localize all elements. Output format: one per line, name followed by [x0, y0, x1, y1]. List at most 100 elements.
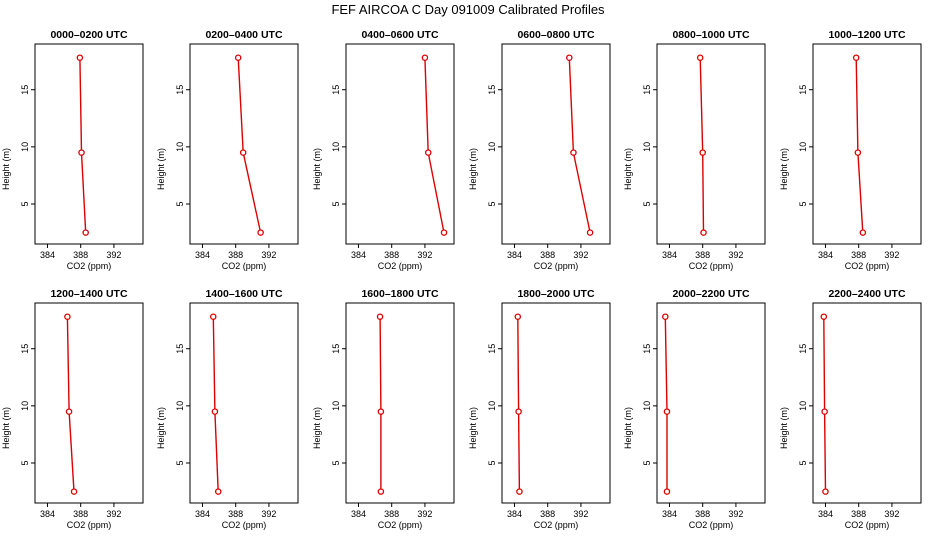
y-tick-label: 10 [487, 142, 497, 152]
x-tick-label: 392 [573, 509, 588, 519]
data-point [257, 229, 264, 236]
profile-panel: 0200–0400 UTC 384 388 392 5 10 15 CO2 (ppm) Heig… [156, 29, 299, 271]
y-axis-label: Height (m) [312, 407, 322, 449]
x-tick-label: 392 [261, 509, 276, 519]
data-point [852, 54, 860, 61]
y-tick-label: 5 [642, 460, 652, 465]
panel-title: 1200–1400 UTC [50, 288, 127, 300]
plot-frame [34, 302, 144, 504]
profile-line [379, 316, 382, 492]
data-point [234, 54, 242, 61]
panels-grid: 0000–0200 UTC 384 388 392 5 10 15 CO2 (ppm) Heig… [1, 29, 922, 530]
profile-panel: 1200–1400 UTC 384 388 392 5 10 15 CO2 (ppm) Heig… [1, 288, 144, 530]
x-tick-label: 384 [662, 250, 677, 260]
x-tick-label: 384 [507, 250, 522, 260]
plot-frame [501, 43, 611, 245]
plot-frame [189, 43, 299, 245]
x-tick-label: 384 [40, 509, 55, 519]
panel-title: 2000–2200 UTC [672, 288, 749, 300]
y-axis-label: Height (m) [468, 148, 478, 190]
x-tick-label: 384 [507, 509, 522, 519]
data-point [663, 408, 671, 415]
x-tick-label: 392 [106, 509, 121, 519]
y-tick-label: 5 [487, 201, 497, 206]
profile-panel: 2000–2200 UTC 384 388 392 5 10 15 CO2 (ppm) Heig… [623, 288, 766, 530]
panel-title: 0400–0600 UTC [361, 29, 438, 41]
profile-panel: 0600–0800 UTC 384 388 392 5 10 15 CO2 (ppm) Heig… [468, 29, 611, 271]
data-point [70, 488, 78, 495]
y-tick-label: 15 [642, 85, 652, 95]
data-point [76, 54, 84, 61]
x-tick-label: 392 [106, 250, 121, 260]
panel-title: 1000–1200 UTC [828, 29, 905, 41]
plot-frame [34, 43, 144, 245]
data-point [514, 313, 522, 320]
data-point [211, 408, 219, 415]
y-tick-label: 15 [20, 85, 30, 95]
y-axis-label: Height (m) [468, 407, 478, 449]
profile-panel: 1000–1200 UTC 384 388 392 5 10 15 CO2 (ppm) Heig… [779, 29, 922, 271]
data-point [516, 488, 523, 495]
y-tick-label: 5 [798, 460, 808, 465]
profile-line [855, 57, 864, 233]
x-tick-label: 388 [851, 250, 866, 260]
plot-frame [656, 302, 766, 504]
y-axis-label: Height (m) [1, 407, 11, 449]
data-point [424, 149, 432, 156]
x-tick-label: 388 [695, 509, 710, 519]
plot-frame [345, 43, 455, 245]
data-point [377, 408, 385, 415]
y-tick-label: 15 [331, 344, 341, 354]
data-point [820, 313, 828, 320]
data-point [822, 488, 829, 495]
x-tick-label: 388 [384, 250, 399, 260]
profile-line [699, 57, 705, 233]
y-tick-label: 5 [331, 460, 341, 465]
x-axis-label: CO2 (ppm) [222, 261, 267, 271]
y-tick-label: 15 [331, 85, 341, 95]
x-tick-label: 384 [40, 250, 55, 260]
x-tick-label: 388 [540, 509, 555, 519]
profile-panel: 2200–2400 UTC 384 388 392 5 10 15 CO2 (ppm) Heig… [779, 288, 922, 530]
y-tick-label: 15 [487, 344, 497, 354]
x-axis-label: CO2 (ppm) [67, 520, 112, 530]
x-tick-label: 384 [351, 509, 366, 519]
x-tick-label: 392 [884, 509, 899, 519]
x-axis-label: CO2 (ppm) [534, 261, 579, 271]
y-axis-label: Height (m) [623, 148, 633, 190]
plot-frame [345, 302, 455, 504]
plot-frame [501, 302, 611, 504]
profile-line [79, 57, 87, 233]
profile-line [823, 316, 827, 492]
x-tick-label: 392 [884, 250, 899, 260]
y-axis-label: Height (m) [1, 148, 11, 190]
panel-title: 0000–0200 UTC [50, 29, 127, 41]
x-tick-label: 388 [851, 509, 866, 519]
y-tick-label: 15 [798, 344, 808, 354]
data-point [239, 149, 247, 156]
data-point [696, 54, 704, 61]
y-tick-label: 10 [20, 401, 30, 411]
data-point [663, 488, 671, 495]
data-point [662, 313, 669, 320]
x-axis-label: CO2 (ppm) [67, 261, 112, 271]
y-tick-label: 15 [175, 85, 185, 95]
x-tick-label: 384 [818, 509, 833, 519]
y-axis-label: Height (m) [156, 407, 166, 449]
x-axis-label: CO2 (ppm) [534, 520, 579, 530]
x-axis-label: CO2 (ppm) [845, 261, 890, 271]
plot-frame [812, 43, 922, 245]
x-tick-label: 392 [573, 250, 588, 260]
x-tick-label: 384 [195, 250, 210, 260]
y-tick-label: 15 [642, 344, 652, 354]
data-point [859, 229, 867, 236]
y-axis-label: Height (m) [779, 148, 789, 190]
data-point [700, 229, 707, 236]
data-point [699, 149, 706, 156]
data-point [214, 488, 222, 495]
y-tick-label: 10 [798, 401, 808, 411]
panel-title: 0200–0400 UTC [205, 29, 282, 41]
x-tick-label: 392 [728, 509, 743, 519]
x-axis-label: CO2 (ppm) [378, 520, 423, 530]
x-axis-label: CO2 (ppm) [222, 520, 267, 530]
